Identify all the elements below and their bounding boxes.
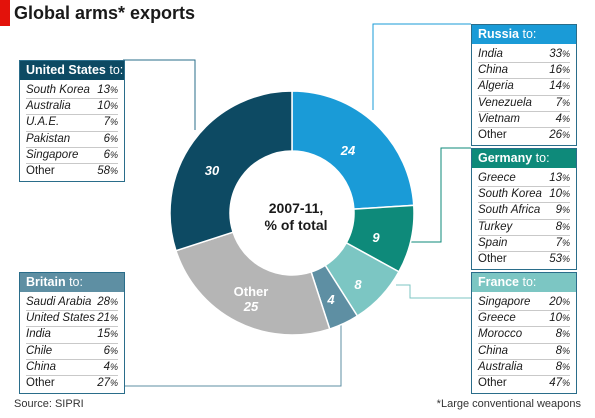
list-item: Pakistan 6% xyxy=(26,132,118,148)
list-item: Turkey 8% xyxy=(478,220,570,236)
list-item: Venezuela 7% xyxy=(478,96,570,112)
slice-other xyxy=(175,231,331,336)
donut-center-label: 2007-11, % of total xyxy=(256,200,336,234)
list-item: China 16% xyxy=(478,63,570,80)
list-item: Vietnam 4% xyxy=(478,112,570,129)
slice-label-germany: 9 xyxy=(372,230,380,245)
list-item: South Korea 10% xyxy=(478,187,570,204)
germany-rows: Greece 13% South Korea 10% South Africa 9% … xyxy=(472,168,576,269)
list-item: South Africa 9% xyxy=(478,203,570,220)
russia-box-header: Russia to: xyxy=(472,25,576,44)
connector-russia xyxy=(372,23,471,110)
list-item: Morocco 8% xyxy=(478,327,570,344)
slice-russia xyxy=(291,90,415,210)
donut-slices xyxy=(169,90,415,336)
britain-box: Britain to: Saudi Arabia 28% United State… xyxy=(19,272,125,395)
connector-britain xyxy=(123,324,342,387)
list-item: Greece 13% xyxy=(478,171,570,188)
slice-label-other: Other 25 xyxy=(226,284,276,314)
france-rows: Singapore 20% Greece 10% Morocco 8% China 8%… xyxy=(472,292,576,393)
footnote: *Large conventional weapons xyxy=(436,398,581,410)
slice-label-britain: 4 xyxy=(327,292,335,307)
slice-label-other-value: 25 xyxy=(243,299,259,314)
list-item: Other 53% xyxy=(478,253,570,266)
center-label-line1: 2007-11, xyxy=(268,200,324,216)
list-item: Singapore 20% xyxy=(478,295,570,312)
source-note: Source: SIPRI xyxy=(14,398,84,410)
list-item: Other 27% xyxy=(26,377,118,390)
slice-united-states xyxy=(169,90,293,252)
list-item: Australia 10% xyxy=(26,99,118,116)
list-item: Saudi Arabia 28% xyxy=(26,295,118,312)
united-states-rows: South Korea 13% Australia 10% U.A.E. 7% Pak… xyxy=(20,80,124,181)
list-item: China 8% xyxy=(478,344,570,360)
list-item: China 4% xyxy=(26,360,118,377)
connector-united-states xyxy=(123,59,196,130)
chart-title: Global arms* exports xyxy=(14,3,196,23)
list-item: U.A.E. 7% xyxy=(26,115,118,132)
slice-label-other-name: Other xyxy=(233,284,269,299)
list-item: Other 47% xyxy=(478,377,570,390)
connector-france xyxy=(396,284,471,299)
france-box: France to: Singapore 20% Greece 10% Morocc… xyxy=(471,272,577,395)
slice-label-united-states: 30 xyxy=(204,163,220,178)
list-item: Other 26% xyxy=(478,129,570,142)
france-box-header: France to: xyxy=(472,273,576,292)
connector-germany xyxy=(411,147,471,243)
list-item: Chile 6% xyxy=(26,344,118,360)
slice-label-russia: 24 xyxy=(340,143,356,158)
red-corner-tab xyxy=(0,0,10,26)
list-item: United States 21% xyxy=(26,311,118,328)
list-item: South Korea 13% xyxy=(26,83,118,100)
list-item: Singapore 6% xyxy=(26,148,118,165)
russia-rows: India 33% China 16% Algeria 14% Venezuela 7%… xyxy=(472,44,576,145)
list-item: Other 58% xyxy=(26,165,118,178)
united-states-box: United States to: South Korea 13% Austral… xyxy=(19,60,125,183)
list-item: Australia 8% xyxy=(478,360,570,377)
list-item: India 15% xyxy=(26,327,118,344)
united-states-box-header: United States to: xyxy=(20,61,124,80)
list-item: India 33% xyxy=(478,47,570,64)
germany-box: Germany to: Greece 13% South Korea 10% Sou… xyxy=(471,148,577,271)
britain-box-header: Britain to: xyxy=(20,273,124,292)
germany-box-header: Germany to: xyxy=(472,149,576,168)
britain-rows: Saudi Arabia 28% United States 21% India 15… xyxy=(20,292,124,393)
center-label-line2: % of total xyxy=(264,217,328,233)
list-item: Algeria 14% xyxy=(478,79,570,96)
slice-label-france: 8 xyxy=(354,277,362,292)
list-item: Spain 7% xyxy=(478,236,570,253)
list-item: Greece 10% xyxy=(478,311,570,328)
connector-lines xyxy=(123,23,471,387)
russia-box: Russia to: India 33% China 16% Algeria 14% … xyxy=(471,24,577,147)
